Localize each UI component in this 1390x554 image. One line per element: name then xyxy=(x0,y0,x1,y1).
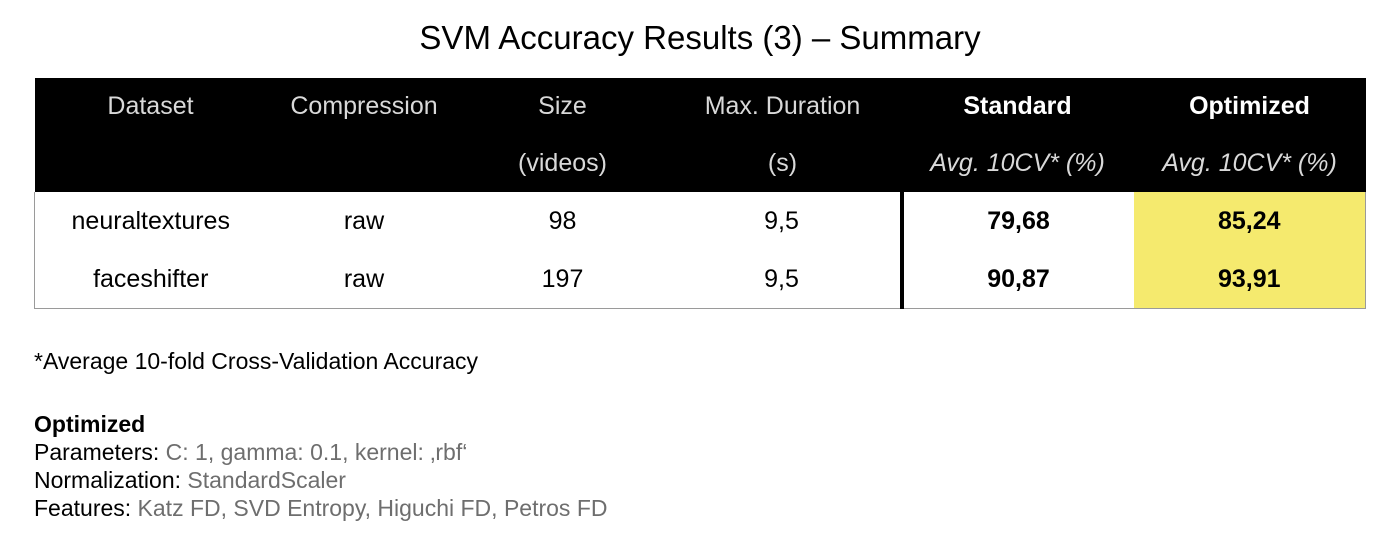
table-header-row: Dataset Compression Size Max. Duration S… xyxy=(34,78,1366,135)
normalization-line: Normalization: StandardScaler xyxy=(34,466,607,494)
subheader-standard-metric: Avg. 10CV* (%) xyxy=(901,135,1134,192)
parameters-line: Parameters: C: 1, gamma: 0.1, kernel: ‚r… xyxy=(34,438,607,466)
features-value: Katz FD, SVD Entropy, Higuchi FD, Petros… xyxy=(137,495,608,521)
cell-dataset: neuraltextures xyxy=(34,192,267,250)
page-title: SVM Accuracy Results (3) – Summary xyxy=(419,19,981,56)
parameters-value: C: 1, gamma: 0.1, kernel: ‚rbf‘ xyxy=(165,439,468,465)
table-row: neuraltextures raw 98 9,5 79,68 85,24 xyxy=(34,192,1366,250)
cell-max-duration: 9,5 xyxy=(663,192,902,250)
table-subheader-row: (videos) (s) Avg. 10CV* (%) Avg. 10CV* (… xyxy=(34,135,1366,192)
subheader-duration-unit: (s) xyxy=(663,135,902,192)
header-compression: Compression xyxy=(266,78,462,135)
subheader-compression xyxy=(266,135,462,192)
subheader-dataset xyxy=(34,135,267,192)
cell-size: 197 xyxy=(461,250,664,309)
cell-standard-accuracy: 79,68 xyxy=(899,192,1134,250)
results-table: Dataset Compression Size Max. Duration S… xyxy=(34,78,1366,309)
header-optimized: Optimized xyxy=(1133,78,1366,135)
table-row: faceshifter raw 197 9,5 90,87 93,91 xyxy=(34,250,1366,309)
features-line: Features: Katz FD, SVD Entropy, Higuchi … xyxy=(34,494,607,522)
cell-optimized-accuracy: 85,24 xyxy=(1133,192,1366,250)
cell-standard-accuracy: 90,87 xyxy=(899,250,1134,309)
cell-compression: raw xyxy=(266,192,462,250)
normalization-value: StandardScaler xyxy=(187,467,346,493)
features-label: Features: xyxy=(34,495,132,521)
cell-dataset: faceshifter xyxy=(34,250,267,309)
subheader-optimized-metric: Avg. 10CV* (%) xyxy=(1133,135,1366,192)
parameters-label: Parameters: xyxy=(34,439,160,465)
subheader-size-unit: (videos) xyxy=(461,135,664,192)
header-standard: Standard xyxy=(901,78,1134,135)
header-dataset: Dataset xyxy=(34,78,267,135)
cell-optimized-accuracy: 93,91 xyxy=(1133,250,1366,309)
normalization-label: Normalization: xyxy=(34,467,181,493)
cell-size: 98 xyxy=(461,192,664,250)
header-size: Size xyxy=(461,78,664,135)
optimized-settings: Optimized Parameters: C: 1, gamma: 0.1, … xyxy=(34,410,607,522)
cell-compression: raw xyxy=(266,250,462,309)
cell-max-duration: 9,5 xyxy=(663,250,902,309)
optimized-heading: Optimized xyxy=(34,411,146,437)
header-max-duration: Max. Duration xyxy=(663,78,902,135)
footnote: *Average 10-fold Cross-Validation Accura… xyxy=(34,348,479,374)
